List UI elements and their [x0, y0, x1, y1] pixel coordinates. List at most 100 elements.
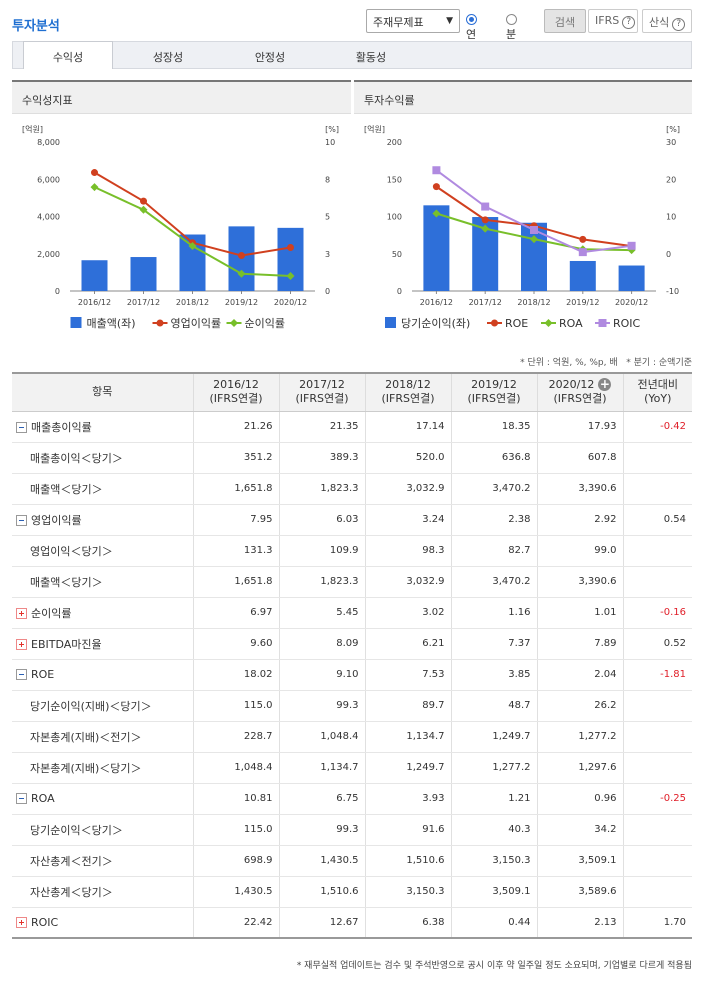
- left-tick-label: 6,000: [37, 175, 60, 184]
- table-row: 영업이익＜당기＞ 131.3 109.9 98.3 82.7 99.0: [12, 535, 692, 567]
- value-cell: 3,150.3: [364, 876, 451, 908]
- question-icon: ?: [622, 16, 636, 29]
- row-label[interactable]: ROIC: [12, 907, 193, 939]
- table-row: ROE 18.02 9.10 7.53 3.85 2.04 -1.81: [12, 659, 692, 691]
- header-label: 2019/12: [471, 378, 517, 392]
- panel-title: 수익성지표: [12, 82, 351, 114]
- radio-annual[interactable]: 연간: [466, 9, 480, 57]
- header-label: 2020/12 +: [548, 377, 612, 392]
- row-label-text: 자본총계(지배)＜전기＞: [30, 730, 142, 744]
- table-row: 매출액＜당기＞ 1,651.8 1,823.3 3,032.9 3,470.2 3,390…: [12, 473, 692, 505]
- value-cell: 520.0: [364, 442, 451, 474]
- header-sublabel: (IFRS연결): [553, 392, 607, 406]
- value-cell: 351.2: [192, 442, 279, 474]
- value-cell: 21.26: [192, 411, 279, 443]
- expand-icon[interactable]: [16, 638, 27, 650]
- table-row: ROA 10.81 6.75 3.93 1.21 0.96 -0.25: [12, 783, 692, 815]
- value-cell: 1,277.2: [536, 721, 623, 753]
- bar: [277, 227, 304, 291]
- yoy-cell: [622, 876, 692, 908]
- search-button[interactable]: 검색: [544, 9, 586, 33]
- line-point: [188, 242, 197, 251]
- tab-profitability[interactable]: 수익성: [23, 41, 113, 69]
- legend-marker: [230, 319, 238, 327]
- panel-title: 투자수익률: [354, 82, 692, 114]
- row-label-text: 순이익률: [31, 606, 72, 620]
- right-unit-label: [%]: [666, 125, 680, 134]
- row-label[interactable]: ROA: [12, 783, 193, 815]
- add-column-icon[interactable]: +: [598, 377, 612, 392]
- x-tick-label: 2016/12: [420, 298, 453, 307]
- row-label: 자산총계＜당기＞: [12, 876, 193, 908]
- ifrs-help-button[interactable]: IFRS?: [588, 9, 638, 33]
- value-cell: 1,048.4: [192, 752, 279, 784]
- header-label: 전년대비: [637, 378, 678, 392]
- collapse-icon[interactable]: [16, 669, 27, 680]
- row-label[interactable]: ROE: [12, 659, 193, 691]
- header-label: 항목: [92, 385, 113, 399]
- collapse-icon[interactable]: [16, 514, 27, 526]
- value-cell: 1,249.7: [364, 752, 451, 784]
- left-tick-label: 100: [387, 213, 402, 222]
- ifrs-label: IFRS: [595, 14, 620, 27]
- bar: [81, 260, 108, 291]
- header-sublabel: (IFRS연결): [467, 392, 521, 406]
- value-cell: 8.09: [278, 628, 365, 660]
- line-point: [140, 197, 147, 205]
- yoy-cell: 0.52: [622, 628, 692, 660]
- expand-icon[interactable]: [16, 916, 27, 928]
- tab-growth[interactable]: 성장성: [152, 51, 184, 64]
- line-point: [432, 183, 440, 191]
- formula-help-button[interactable]: 산식?: [642, 9, 692, 33]
- left-tick-label: 8,000: [37, 138, 60, 147]
- row-label[interactable]: EBITDA마진율: [12, 628, 193, 660]
- row-label-text: 당기순이익(지배)＜당기＞: [30, 699, 152, 713]
- table-row: 당기순이익＜당기＞ 115.0 99.3 91.6 40.3 34.2: [12, 814, 692, 846]
- value-cell: 12.67: [278, 907, 365, 939]
- value-cell: 99.0: [536, 535, 623, 567]
- row-label: 당기순이익(지배)＜당기＞: [12, 690, 193, 722]
- line-point: [481, 202, 490, 211]
- row-label[interactable]: 순이익률: [12, 597, 193, 629]
- row-label: 매출액＜당기＞: [12, 566, 193, 598]
- yoy-cell: -0.42: [622, 411, 692, 443]
- statement-select[interactable]: 주재무제표 ▼: [366, 9, 460, 33]
- left-unit-label: [억원]: [22, 124, 43, 134]
- collapse-icon[interactable]: [16, 421, 27, 433]
- header-col: 2016/12 (IFRS연결): [192, 372, 279, 412]
- chevron-down-icon: ▼: [446, 16, 453, 26]
- value-cell: 3.02: [364, 597, 451, 629]
- value-cell: 6.75: [278, 783, 365, 815]
- tab-stability[interactable]: 안정성: [254, 51, 286, 64]
- yoy-cell: [622, 566, 692, 598]
- row-label[interactable]: 매출총이익률: [12, 411, 193, 443]
- header-sublabel: (IFRS연결): [209, 392, 263, 406]
- row-label-text: 매출액＜당기＞: [30, 482, 103, 496]
- value-cell: 3,470.2: [450, 566, 537, 598]
- value-cell: 2.04: [536, 659, 623, 691]
- value-cell: 3.93: [364, 783, 451, 815]
- collapse-icon[interactable]: [16, 793, 27, 804]
- value-cell: 99.3: [278, 814, 365, 846]
- value-cell: 1.16: [450, 597, 537, 629]
- unit-note: * 단위 : 억원, %, %p, 배: [520, 358, 618, 368]
- expand-icon[interactable]: [16, 607, 27, 619]
- radio-quarter[interactable]: 분기: [506, 9, 520, 57]
- right-tick-label: 0: [666, 250, 671, 259]
- financial-table: 항목 2016/12 (IFRS연결) 2017/12 (IFRS연결) 2018/12(…: [12, 372, 692, 939]
- value-cell: 1,249.7: [450, 721, 537, 753]
- tab-activity[interactable]: 활동성: [355, 51, 387, 64]
- right-tick-label: 5: [325, 213, 330, 222]
- header-label: 2018/12: [385, 378, 431, 392]
- right-tick-label: 8: [325, 175, 330, 184]
- row-label-text: ROIC: [31, 915, 59, 929]
- line-point: [238, 252, 245, 260]
- yoy-cell: [622, 721, 692, 753]
- yoy-cell: -0.16: [622, 597, 692, 629]
- line-point: [578, 248, 587, 257]
- row-label[interactable]: 영업이익률: [12, 504, 193, 536]
- x-tick-label: 2019/12: [225, 298, 258, 307]
- right-tick-label: 10: [666, 213, 676, 222]
- row-label-text: 영업이익률: [31, 513, 82, 527]
- x-tick-label: 2020/12: [615, 298, 648, 307]
